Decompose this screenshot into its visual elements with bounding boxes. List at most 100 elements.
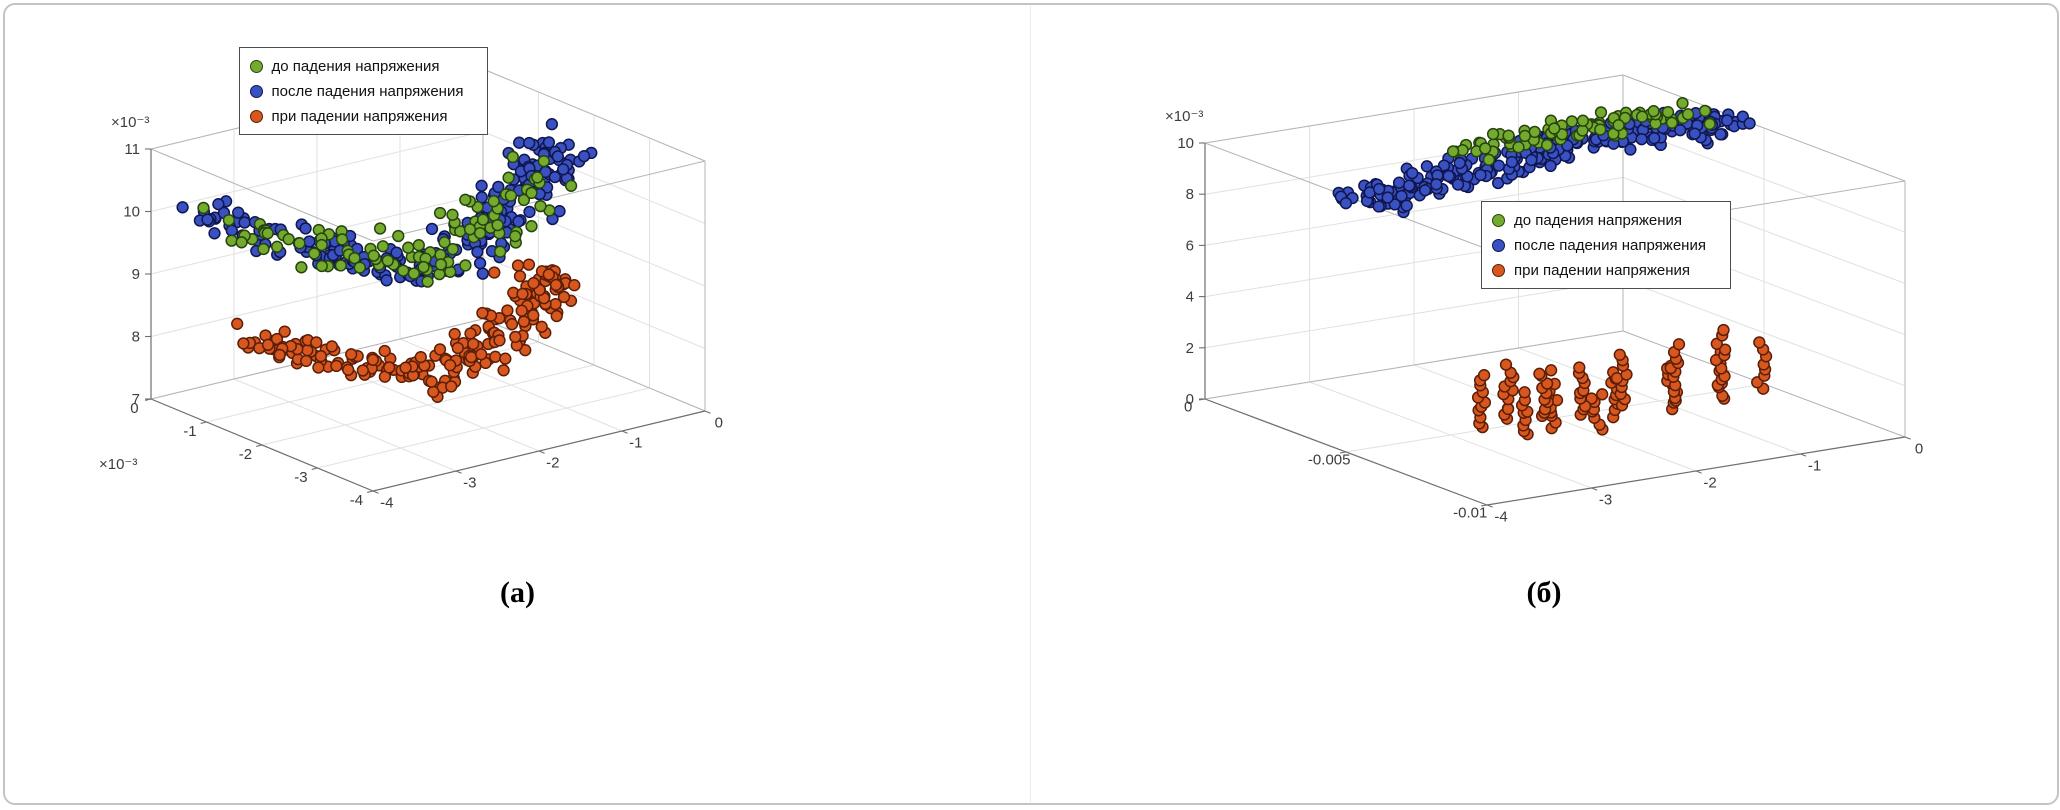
scatter-point — [329, 359, 343, 373]
scatter-point — [356, 364, 369, 377]
scatter-point — [1406, 166, 1419, 180]
scatter-point — [1395, 189, 1408, 203]
scatter-point — [1548, 122, 1561, 135]
scatter-point — [278, 325, 291, 338]
y-tick-label: -2 — [238, 446, 251, 463]
scatter-point — [341, 363, 354, 376]
scatter-point — [567, 279, 580, 292]
z-tick-label: 7 — [131, 391, 139, 408]
scatter-point — [1499, 358, 1513, 371]
scatter-point — [1720, 114, 1734, 127]
scatter-point — [367, 249, 380, 262]
scatter-point — [433, 343, 446, 356]
scatter-point — [200, 213, 214, 226]
scatter-point — [1420, 160, 1434, 173]
z-tick-label: 10 — [1177, 135, 1194, 152]
scatter-point — [366, 353, 379, 366]
scatter-point — [175, 201, 189, 214]
scatter-point — [517, 315, 530, 328]
scatter-point — [1565, 115, 1579, 128]
scatter-point — [1544, 159, 1557, 173]
scatter-point — [493, 245, 506, 258]
legend-label: до падения напряжения — [271, 57, 440, 75]
scatter-point — [1451, 178, 1465, 191]
scatter-point — [1676, 97, 1689, 110]
scatter-point — [444, 380, 457, 393]
scatter-point — [1442, 169, 1455, 183]
scatter-point — [522, 136, 535, 150]
scatter-point — [1446, 145, 1460, 158]
scatter-point — [466, 337, 479, 351]
y-axis-multiplier: ×10⁻³ — [99, 456, 137, 473]
scatter-point — [564, 179, 577, 192]
scatter-point — [347, 251, 361, 265]
legend-marker-green-icon — [249, 59, 263, 73]
legend-marker-blue-icon — [249, 84, 263, 98]
scatter-point — [1753, 336, 1766, 349]
scatter-point — [225, 224, 238, 237]
x-tick-label: 0 — [1915, 440, 1923, 457]
scatter-point — [416, 260, 430, 274]
scatter-plot-a: 0 -1 -2 -3 -4 0 -1 -2 -3 -4 7 8 9 10 11 ×10⁻³ ×10⁻³ — [99, 68, 723, 512]
scatter-point — [302, 235, 316, 248]
scatter-point — [1594, 123, 1607, 136]
scatter-point — [1492, 159, 1505, 172]
scatter-point — [1525, 153, 1538, 167]
scatter-point — [508, 230, 521, 243]
scatter-point — [496, 364, 510, 377]
scatter-point — [230, 317, 243, 330]
scatter-point — [515, 287, 529, 301]
points-before-drop — [1446, 97, 1716, 166]
scatter-point — [353, 261, 366, 274]
x-tick-label: -1 — [629, 435, 642, 452]
scatter-point — [513, 270, 526, 283]
scatter-point — [298, 222, 312, 235]
scatter-point — [488, 350, 501, 363]
scatter-point — [1635, 133, 1648, 146]
legend-marker-red-icon — [1492, 263, 1505, 277]
legend-a: до падения напряжения после падения напр… — [238, 47, 489, 135]
scatter-point — [511, 259, 524, 272]
scatter-point — [344, 348, 357, 361]
x-tick-label: 0 — [714, 415, 722, 432]
legend-label: до падения напряжения — [1514, 211, 1682, 229]
points-during-drop — [230, 258, 580, 403]
scatter-point — [542, 136, 555, 149]
scatter-point — [550, 309, 563, 323]
z-tick-label: 8 — [1186, 186, 1194, 203]
scatter-point — [1418, 184, 1432, 197]
scatter-point — [1698, 104, 1712, 118]
scatter-point — [1482, 153, 1496, 166]
scatter-point — [292, 237, 306, 250]
scatter-point — [1596, 388, 1609, 401]
z-tick-label: 10 — [123, 204, 140, 221]
scatter-point — [1430, 178, 1443, 191]
scatter-point — [1372, 182, 1386, 196]
scatter-point — [1453, 156, 1466, 170]
scatter-point — [1647, 105, 1660, 118]
scatter-point — [231, 206, 244, 219]
legend-label: после падения напряжения — [1514, 236, 1706, 254]
scatter-point — [1624, 143, 1637, 156]
scatter-point — [1635, 110, 1649, 123]
scatter-point — [446, 243, 459, 256]
scatter-point — [234, 236, 248, 249]
scatter-point — [299, 354, 312, 368]
y-tick-label: 0 — [130, 400, 138, 417]
scatter-point — [1372, 200, 1385, 213]
scatter-point — [222, 213, 235, 227]
scatter-point — [315, 238, 328, 252]
scatter-point — [1703, 117, 1716, 131]
z-tick-label: 8 — [131, 329, 139, 346]
scatter-point — [1613, 348, 1626, 361]
tick-marks — [1198, 142, 1911, 508]
scatter-point — [556, 163, 569, 176]
scatter-point — [315, 259, 328, 273]
legend-item: до падения напряжения — [249, 55, 464, 77]
scatter-point — [464, 350, 477, 364]
scatter-point — [1648, 132, 1661, 145]
scatter-point — [1717, 323, 1730, 337]
z-tick-label: 4 — [1186, 289, 1194, 306]
scatter-point — [1573, 361, 1586, 374]
scatter-point — [1392, 176, 1406, 189]
